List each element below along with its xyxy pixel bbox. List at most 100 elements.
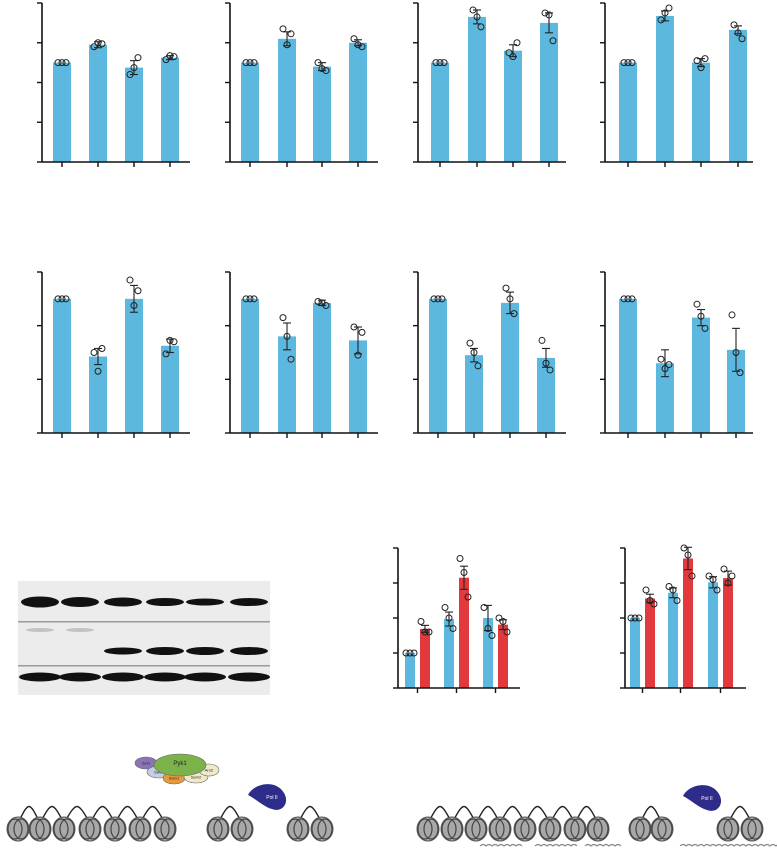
complex-label-main: Pyk1 bbox=[173, 761, 187, 767]
blot-band bbox=[102, 672, 144, 682]
chart-r1c3-data-point bbox=[549, 37, 557, 45]
chart-r2c1-data-point bbox=[130, 302, 138, 310]
chart-r3c3-bar bbox=[459, 577, 469, 688]
chart-r1c4-data-point bbox=[734, 29, 742, 37]
chart-r2c3-bar bbox=[429, 298, 447, 433]
chart-r2c1-bar bbox=[125, 298, 143, 433]
blot-band-faint bbox=[66, 628, 94, 632]
chart-r1c2-data-point bbox=[279, 25, 287, 33]
chart-r2c4-data-point bbox=[657, 355, 665, 363]
chart-r2c4-data-point bbox=[736, 369, 744, 377]
blot-band bbox=[184, 672, 226, 682]
chart-r2c3-bar bbox=[501, 302, 519, 433]
chart-r3c3-data-point bbox=[503, 628, 511, 636]
chart-r2c4-data-point bbox=[620, 295, 628, 303]
chart-r2c1-bar bbox=[89, 356, 107, 433]
chart-r3c3-data-point bbox=[495, 614, 503, 622]
chart-r3c4-data-point bbox=[688, 572, 696, 580]
chart-r1c3-bar bbox=[540, 22, 558, 162]
chart-r3c4-bar bbox=[645, 598, 655, 688]
chart-r1c3-data-point bbox=[436, 59, 444, 67]
chart-r1c3-bar bbox=[504, 50, 522, 163]
blot-band bbox=[104, 597, 142, 607]
chart-r2c1-data-point bbox=[98, 344, 106, 352]
chart-r1c1-data-point bbox=[58, 59, 66, 67]
chart-r2c4-data-point bbox=[728, 311, 736, 319]
nucleosome bbox=[740, 816, 764, 842]
chart-r3c4-data-point bbox=[642, 586, 650, 594]
chart-r1c2-bar bbox=[313, 66, 331, 162]
chart-r3c4-data-point bbox=[728, 572, 736, 580]
chart-r2c3-data-point bbox=[542, 359, 550, 367]
chart-r1c2-data-point bbox=[242, 59, 250, 67]
chart-r1c1-data-point bbox=[134, 54, 142, 62]
nucleosome bbox=[464, 816, 488, 842]
chart-r2c4-data-point bbox=[661, 365, 669, 373]
nucleosome bbox=[628, 816, 652, 842]
chart-r3c4-bar bbox=[630, 618, 640, 688]
chart-r1c4-bar bbox=[656, 15, 674, 163]
chart-r3c3-data-point bbox=[402, 649, 410, 657]
chart-r2c2-data-point bbox=[279, 314, 287, 322]
bar-chart-r2c2 bbox=[225, 271, 378, 438]
chart-r1c3-data-point bbox=[469, 6, 477, 14]
complex-label-aro: Aro2 bbox=[205, 768, 214, 773]
bar-chart-r1c3 bbox=[413, 2, 566, 167]
chart-r1c2-data-point bbox=[318, 65, 326, 73]
chart-r1c2-data-point bbox=[287, 30, 295, 38]
chart-r3c4-bar bbox=[683, 558, 693, 688]
chart-r2c4-data-point bbox=[697, 312, 705, 320]
chart-r3c4-data-point bbox=[709, 576, 717, 583]
chart-r2c4-bar bbox=[619, 298, 637, 433]
bar-chart-r1c2 bbox=[225, 2, 378, 167]
chart-r1c3-data-point bbox=[545, 11, 553, 19]
chart-r3c4-data-point bbox=[665, 583, 673, 590]
chart-r1c4-data-point bbox=[697, 64, 705, 72]
chart-r2c2-bar bbox=[313, 302, 331, 433]
chart-r3c4-data-point bbox=[635, 614, 643, 622]
pol-ii-shape bbox=[248, 784, 287, 810]
chart-r1c2-data-point bbox=[354, 41, 362, 49]
nucleosome bbox=[28, 816, 52, 842]
chart-r1c2-data-point bbox=[358, 43, 366, 51]
chart-r3c3-data-point bbox=[410, 649, 418, 657]
blot-band-faint bbox=[26, 628, 54, 632]
chart-r2c3-data-point bbox=[430, 295, 438, 303]
pol-ii-label: Pol II bbox=[266, 795, 277, 801]
bar-chart-r2c1 bbox=[37, 271, 190, 438]
complex-label-set1: Set1 bbox=[142, 761, 151, 766]
chart-r1c4-data-point bbox=[661, 9, 669, 17]
chart-r2c2-data-point bbox=[322, 302, 330, 310]
bar-chart-r2c4 bbox=[600, 271, 753, 438]
chart-r1c2-bar bbox=[241, 62, 259, 162]
chart-r2c4-data-point bbox=[628, 295, 636, 303]
chart-r3c4-bar bbox=[723, 578, 733, 688]
chart-r2c2-data-point bbox=[250, 295, 258, 303]
nucleosome bbox=[103, 816, 127, 842]
chart-r2c3-data-point bbox=[466, 339, 474, 347]
chart-r3c4-bar bbox=[708, 582, 718, 688]
chart-r2c3-bar bbox=[465, 355, 483, 433]
chart-r1c4-data-point bbox=[620, 59, 628, 67]
chart-r2c4-data-point bbox=[701, 324, 709, 332]
nucleosome bbox=[586, 816, 610, 842]
chart-r3c4-bar bbox=[668, 592, 678, 688]
pol-ii-label: Pol II bbox=[701, 796, 712, 802]
chart-r2c2-data-point bbox=[287, 355, 295, 363]
blot-band bbox=[230, 647, 268, 655]
chart-r2c3-data-point bbox=[510, 310, 518, 318]
chart-r2c2-data-point bbox=[354, 351, 362, 359]
chart-r3c3-data-point bbox=[449, 625, 457, 632]
chart-r3c3-data-point bbox=[460, 569, 468, 576]
chart-r3c3-data-point bbox=[417, 618, 425, 625]
chart-r2c2-data-point bbox=[246, 295, 254, 303]
chart-r2c4-bar bbox=[656, 363, 674, 433]
chart-r3c3-data-point bbox=[441, 604, 449, 611]
chart-r3c4-data-point bbox=[724, 579, 732, 587]
bar-chart-r1c4 bbox=[600, 2, 753, 167]
chart-r2c1-data-point bbox=[58, 295, 66, 303]
chart-r2c3-data-point bbox=[546, 366, 554, 374]
chart-r2c4-data-point bbox=[693, 300, 701, 308]
chart-r2c4-bar bbox=[692, 317, 710, 433]
